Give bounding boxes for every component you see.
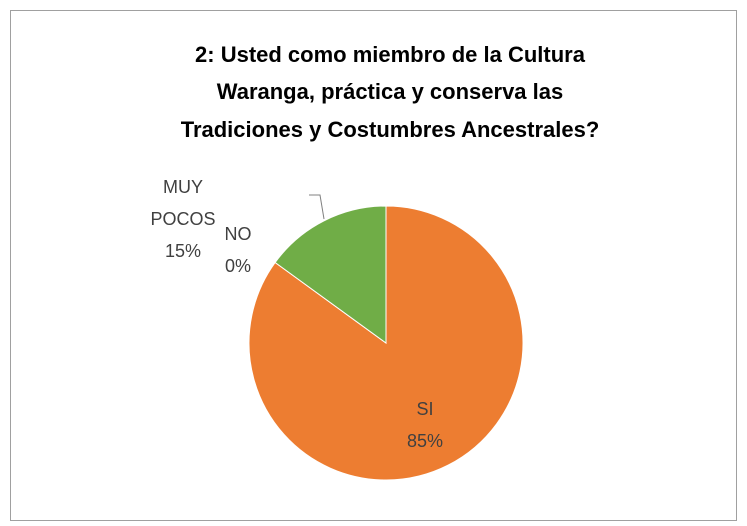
pie-slice xyxy=(274,205,387,344)
slice-category-label: NO xyxy=(225,224,252,244)
chart-title: Waranga, práctica y conserva las xyxy=(217,79,563,104)
slice-value-label: 15% xyxy=(165,241,201,261)
chart-title: Tradiciones y Costumbres Ancestrales? xyxy=(181,117,600,142)
slice-category-label: SI xyxy=(416,399,433,419)
leader-line xyxy=(309,194,325,220)
slice-category-label: MUY POCOS xyxy=(150,177,215,229)
chart-title: 2: Usted como miembro de la Cultura xyxy=(195,42,586,67)
slice-value-label: 0% xyxy=(225,256,251,276)
slice-value-label: 85% xyxy=(407,431,443,451)
